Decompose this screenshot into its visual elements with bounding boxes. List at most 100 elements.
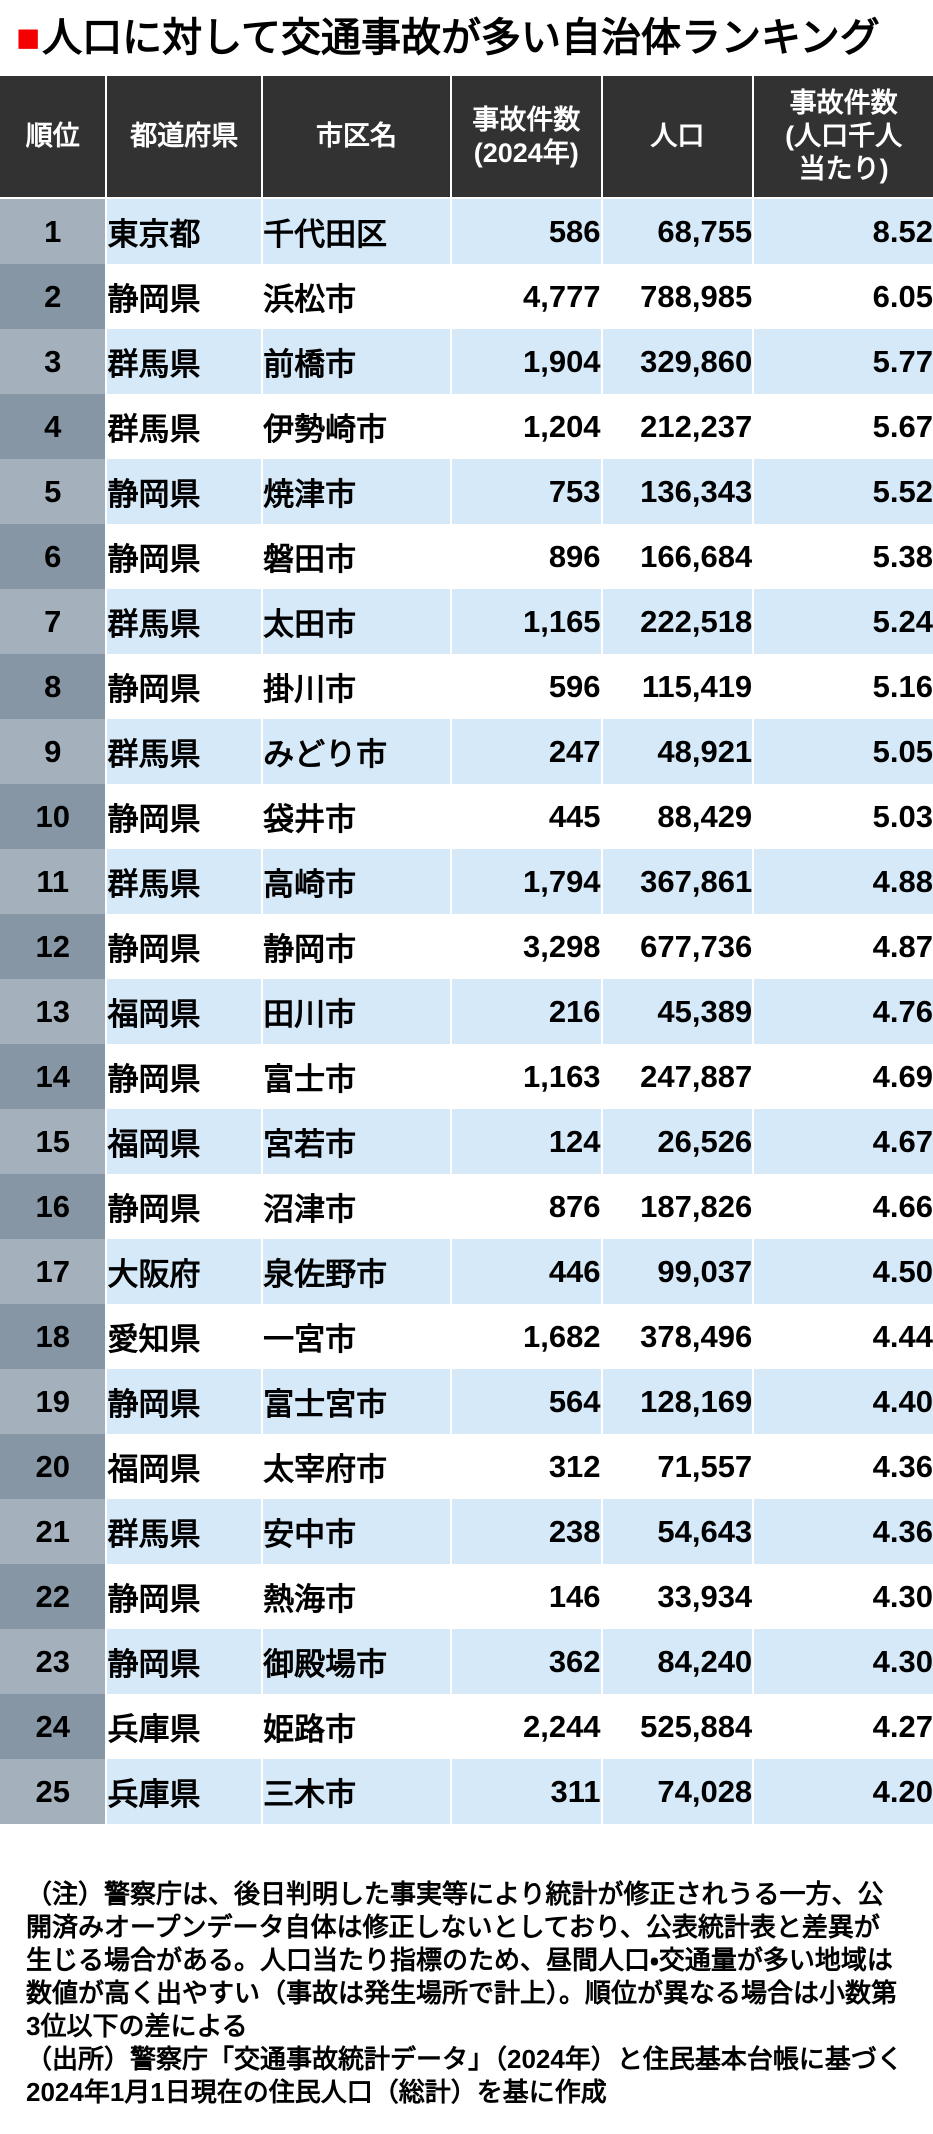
accidents-cell: 1,163 (451, 1044, 601, 1109)
population-cell: 222,518 (602, 589, 753, 654)
population-cell: 48,921 (602, 719, 753, 784)
population-cell: 329,860 (602, 329, 753, 394)
city-cell: 浜松市 (263, 264, 450, 329)
prefecture-cell: 兵庫県 (107, 1694, 262, 1759)
table-row: 14 静岡県 富士市 1,163 247,887 4.69 (0, 1044, 933, 1109)
prefecture-cell: 兵庫県 (107, 1759, 262, 1824)
per-thousand-cell: 5.24 (754, 589, 933, 654)
table-row: 3 群馬県 前橋市 1,904 329,860 5.77 (0, 329, 933, 394)
city-cell: 高崎市 (263, 849, 450, 914)
population-cell: 71,557 (602, 1434, 753, 1499)
header-accidents: 事故件数 (2024年) (451, 76, 601, 199)
prefecture-cell: 福岡県 (107, 1109, 262, 1174)
accidents-cell: 238 (451, 1499, 601, 1564)
rank-cell: 12 (0, 914, 106, 979)
accidents-cell: 4,777 (451, 264, 601, 329)
source-text: （出所）警察庁「交通事故統計データ」（2024年）と住民基本台帳に基づく2024… (26, 2044, 903, 2107)
rank-cell: 17 (0, 1239, 106, 1304)
header-population: 人口 (602, 76, 753, 199)
table-row: 19 静岡県 富士宮市 564 128,169 4.40 (0, 1369, 933, 1434)
population-cell: 74,028 (602, 1759, 753, 1824)
prefecture-cell: 静岡県 (107, 1369, 262, 1434)
rank-cell: 8 (0, 654, 106, 719)
per-thousand-cell: 4.30 (754, 1629, 933, 1694)
city-cell: 掛川市 (263, 654, 450, 719)
rank-cell: 5 (0, 459, 106, 524)
per-thousand-cell: 4.20 (754, 1759, 933, 1824)
accidents-cell: 2,244 (451, 1694, 601, 1759)
population-cell: 26,526 (602, 1109, 753, 1174)
table-row: 17 大阪府 泉佐野市 446 99,037 4.50 (0, 1239, 933, 1304)
table-row: 7 群馬県 太田市 1,165 222,518 5.24 (0, 589, 933, 654)
table-row: 11 群馬県 高崎市 1,794 367,861 4.88 (0, 849, 933, 914)
accidents-cell: 445 (451, 784, 601, 849)
accidents-cell: 311 (451, 1759, 601, 1824)
city-cell: みどり市 (263, 719, 450, 784)
city-cell: 三木市 (263, 1759, 450, 1824)
table-row: 25 兵庫県 三木市 311 74,028 4.20 (0, 1759, 933, 1824)
city-cell: 田川市 (263, 979, 450, 1044)
table-header-row: 順位 都道府県 市区名 事故件数 (2024年) 人口 事故件数 (人口千人 当… (0, 76, 933, 199)
city-cell: 姫路市 (263, 1694, 450, 1759)
prefecture-cell: 静岡県 (107, 914, 262, 979)
rank-cell: 9 (0, 719, 106, 784)
per-thousand-cell: 4.27 (754, 1694, 933, 1759)
per-thousand-cell: 5.67 (754, 394, 933, 459)
per-thousand-cell: 4.36 (754, 1434, 933, 1499)
table-row: 12 静岡県 静岡市 3,298 677,736 4.87 (0, 914, 933, 979)
population-cell: 525,884 (602, 1694, 753, 1759)
table-row: 2 静岡県 浜松市 4,777 788,985 6.05 (0, 264, 933, 329)
accidents-cell: 216 (451, 979, 601, 1044)
rank-cell: 23 (0, 1629, 106, 1694)
population-cell: 33,934 (602, 1564, 753, 1629)
rank-cell: 4 (0, 394, 106, 459)
header-per-thousand: 事故件数 (人口千人 当たり) (754, 76, 933, 199)
prefecture-cell: 静岡県 (107, 1044, 262, 1109)
prefecture-cell: 大阪府 (107, 1239, 262, 1304)
per-thousand-cell: 4.50 (754, 1239, 933, 1304)
city-cell: 前橋市 (263, 329, 450, 394)
ranking-table: 順位 都道府県 市区名 事故件数 (2024年) 人口 事故件数 (人口千人 当… (0, 76, 933, 1824)
table-row: 10 静岡県 袋井市 445 88,429 5.03 (0, 784, 933, 849)
population-cell: 788,985 (602, 264, 753, 329)
rank-cell: 18 (0, 1304, 106, 1369)
rank-cell: 15 (0, 1109, 106, 1174)
rank-cell: 16 (0, 1174, 106, 1239)
accidents-cell: 1,904 (451, 329, 601, 394)
city-cell: 太宰府市 (263, 1434, 450, 1499)
rank-cell: 2 (0, 264, 106, 329)
city-cell: 泉佐野市 (263, 1239, 450, 1304)
prefecture-cell: 群馬県 (107, 394, 262, 459)
accidents-cell: 586 (451, 199, 601, 264)
accidents-cell: 146 (451, 1564, 601, 1629)
accidents-cell: 876 (451, 1174, 601, 1239)
rank-cell: 10 (0, 784, 106, 849)
population-cell: 212,237 (602, 394, 753, 459)
accidents-cell: 312 (451, 1434, 601, 1499)
population-cell: 88,429 (602, 784, 753, 849)
prefecture-cell: 静岡県 (107, 264, 262, 329)
population-cell: 84,240 (602, 1629, 753, 1694)
page-title-text: 人口に対して交通事故が多い自治体ランキング (42, 16, 880, 60)
population-cell: 115,419 (602, 654, 753, 719)
accidents-cell: 124 (451, 1109, 601, 1174)
per-thousand-cell: 4.67 (754, 1109, 933, 1174)
population-cell: 166,684 (602, 524, 753, 589)
accidents-cell: 3,298 (451, 914, 601, 979)
population-cell: 378,496 (602, 1304, 753, 1369)
red-square-marker: ■ (16, 16, 41, 60)
accidents-cell: 596 (451, 654, 601, 719)
table-row: 15 福岡県 宮若市 124 26,526 4.67 (0, 1109, 933, 1174)
prefecture-cell: 群馬県 (107, 589, 262, 654)
prefecture-cell: 福岡県 (107, 1434, 262, 1499)
rank-cell: 3 (0, 329, 106, 394)
population-cell: 677,736 (602, 914, 753, 979)
prefecture-cell: 静岡県 (107, 1564, 262, 1629)
rank-cell: 24 (0, 1694, 106, 1759)
rank-cell: 1 (0, 199, 106, 264)
table-row: 13 福岡県 田川市 216 45,389 4.76 (0, 979, 933, 1044)
city-cell: 安中市 (263, 1499, 450, 1564)
rank-cell: 22 (0, 1564, 106, 1629)
city-cell: 御殿場市 (263, 1629, 450, 1694)
city-cell: 磐田市 (263, 524, 450, 589)
